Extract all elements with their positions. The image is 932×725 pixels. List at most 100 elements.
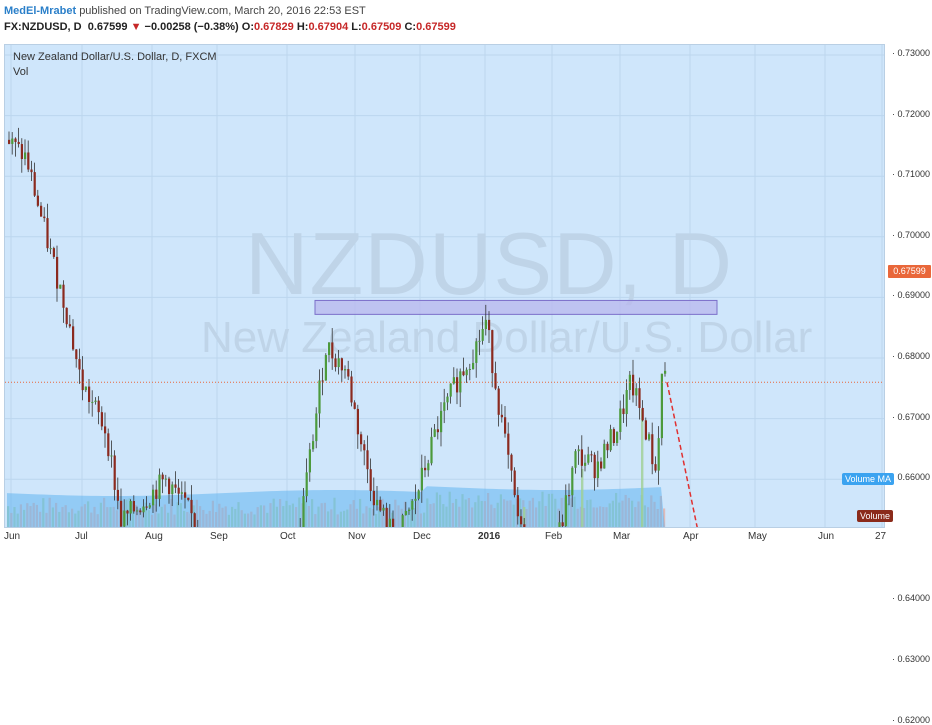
candle-body [139,510,142,513]
author-link[interactable]: MedEl-Mrabet [4,5,77,17]
candle-body [75,349,78,360]
candle-body [334,358,337,368]
candle-body [456,377,459,393]
volume-ma-button[interactable]: Volume MA [842,473,895,485]
candle-body [344,369,347,371]
candle-body [46,218,49,249]
candle-body [43,216,46,219]
time-axis[interactable]: Jun Jul Aug Sep Oct Nov Dec 2016 Feb Mar Apr May Jun… [0,528,932,550]
candle-body [302,496,305,527]
time-tick-label: Sep [210,531,228,542]
candle-body [606,443,609,451]
axis-corner [886,528,932,550]
candle-body [593,454,596,479]
candle-body [164,478,167,480]
time-tick-label: Apr [683,531,699,542]
candle-body [356,408,359,435]
candle-body [558,522,561,527]
candle-body [385,507,388,527]
candle-body [107,433,110,457]
price-tick-label: · 0.69000 [892,290,931,301]
chart-plot-area[interactable]: NZDUSD, D New Zealand Dollar/U.S. Dollar… [4,44,885,528]
candle-body [497,388,500,415]
candle-body [382,507,385,511]
price-tick-label: · 0.73000 [892,48,931,58]
candle-body [129,500,132,514]
time-tick-label: 2016 [478,531,501,542]
candle-body [660,373,663,439]
candle-body [424,467,427,471]
time-tick-label: May [748,531,767,542]
publish-line: MedEl-Mrabet published on TradingView.co… [4,5,366,17]
candle-body [401,515,404,527]
candle-body [520,516,523,525]
candle-body [417,490,420,499]
candle-body [449,383,452,397]
volume-button[interactable]: Volume [857,510,894,522]
change-down-icon: ▼ [130,21,142,33]
candle-body [651,434,654,465]
candle-body [363,444,366,451]
candle-body [94,400,97,402]
candle-body [59,284,62,289]
candle-body [62,284,65,308]
projection-arrow [666,382,698,527]
volume-spike [641,409,644,527]
candle-body [158,474,161,499]
candle-body [612,429,615,444]
chart-header: MedEl-Mrabet published on TradingView.co… [0,0,932,36]
candle-body [619,408,622,433]
candle-body [52,248,55,257]
candle-body [72,326,75,350]
candle-body [638,388,641,408]
candle-body [142,506,145,513]
candle-body [350,376,353,403]
resistance-zone [314,299,718,315]
price-tick-label: · 0.63000 [892,654,931,664]
candle-body [379,499,382,511]
candle-body [353,402,356,409]
candle-body [331,342,334,359]
candle-body [360,434,363,445]
candle-body [430,436,433,464]
candle-body [584,462,587,466]
candle-body [392,518,395,527]
time-tick-label: Jun [818,531,835,542]
open-value: 0.67829 [254,21,294,33]
candle-body [433,429,436,437]
candle-body [561,522,564,527]
candle-body [33,172,36,196]
candle-body [190,499,193,514]
candle-body [513,470,516,496]
candle-body [510,454,513,471]
candle-body [136,510,139,512]
candlestick-chart[interactable] [5,45,885,528]
price-axis[interactable]: · 0.73000 · 0.72000 · 0.71000 · 0.70000 · 0.… [886,44,932,725]
volume-legend: Vol [13,66,29,78]
candle-body [100,412,103,427]
candle-body [632,374,635,396]
symbol-label[interactable]: FX:NZDUSD, D [4,21,82,33]
candle-body [116,489,119,501]
candle-body [408,509,411,511]
published-text: published on TradingView.com, March 20, … [79,5,366,17]
candle-body [180,492,183,494]
candle-body [372,490,375,506]
candle-body [171,484,174,495]
candle-body [328,342,331,356]
candle-body [168,478,171,495]
candle-body [81,369,84,391]
candle-body [616,432,619,444]
candle-body [500,414,503,418]
volume-ma-area [7,486,665,527]
candle-body [436,429,439,433]
price-tick-label: · 0.64000 [892,593,931,604]
last-price: 0.67599 [87,21,128,33]
candle-body [27,152,30,170]
candle-body [152,489,155,506]
candle-body [17,141,20,145]
candle-body [523,524,526,527]
candle-body [49,248,52,250]
candle-body [475,341,478,363]
candle-body [8,139,11,144]
